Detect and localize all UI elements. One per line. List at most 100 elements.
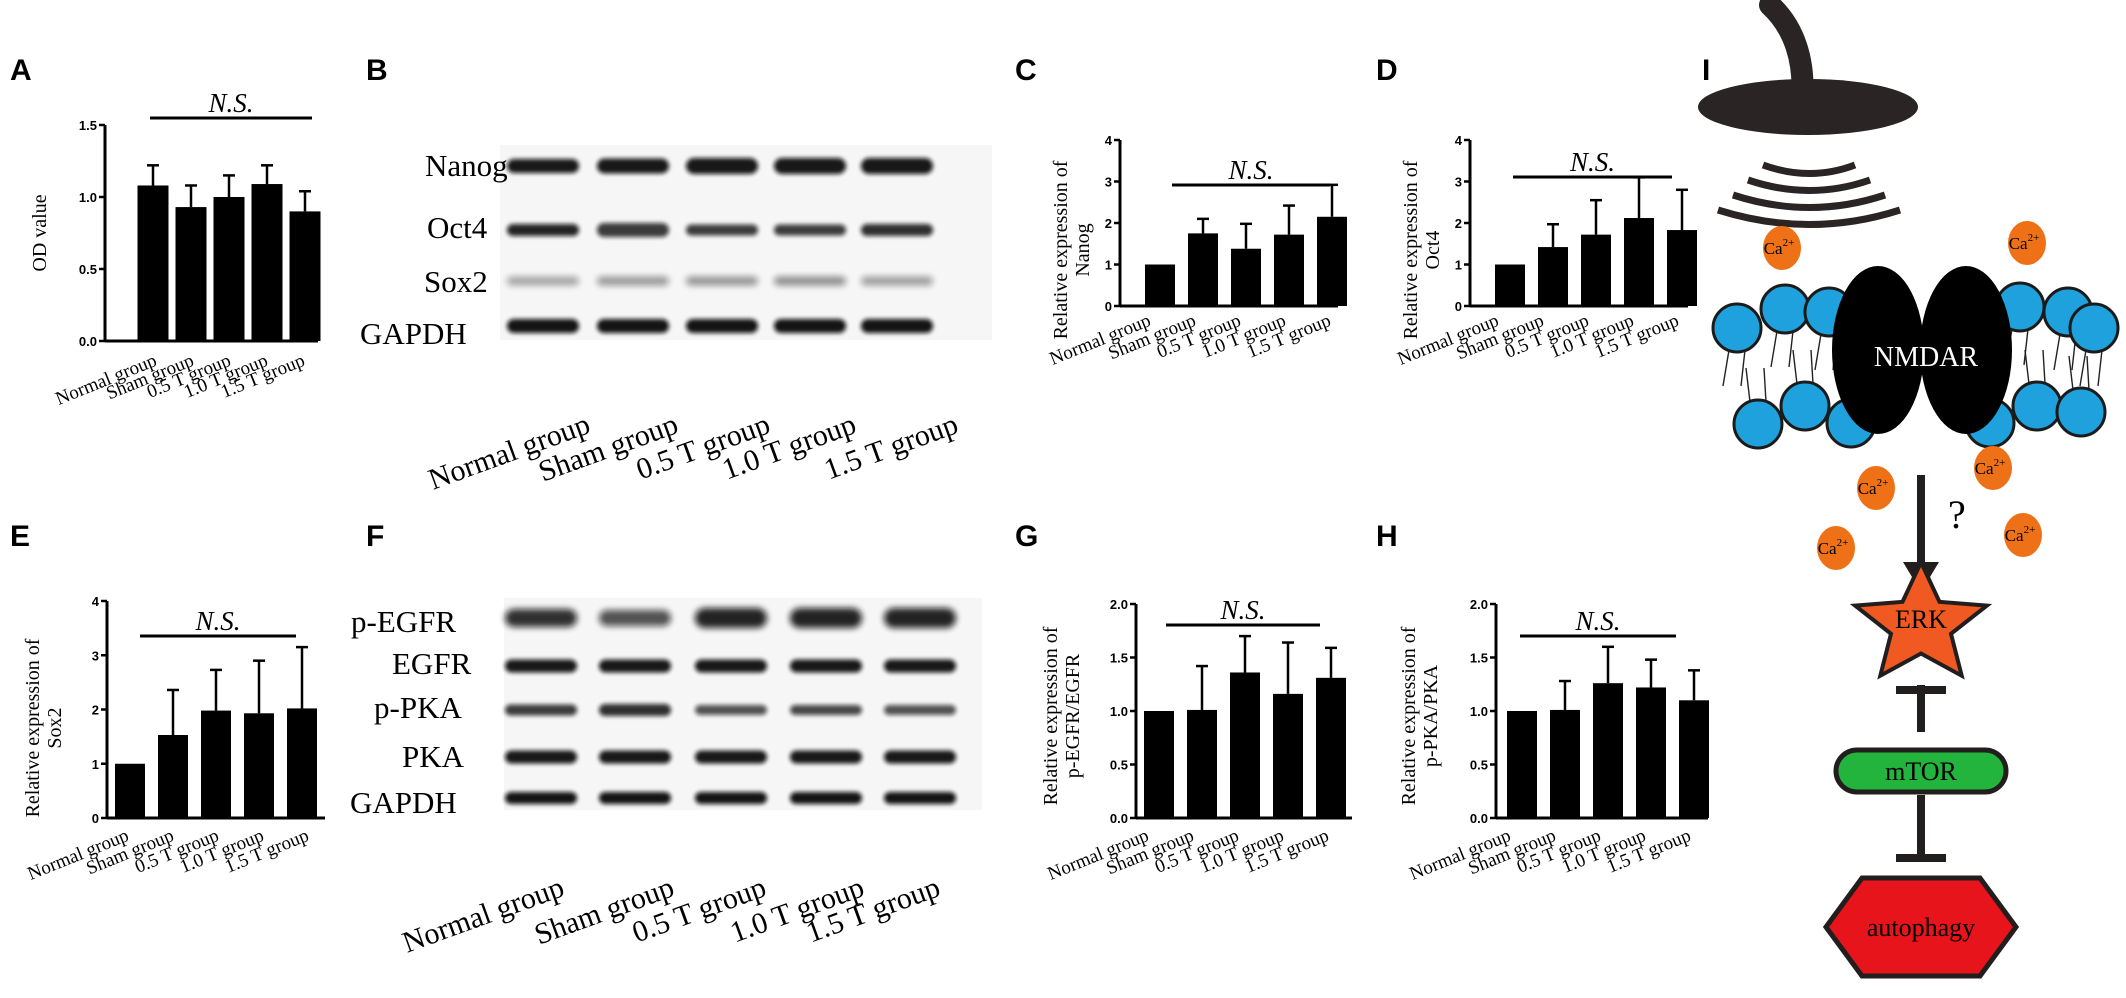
bar-e-1 xyxy=(115,763,145,818)
erk-star xyxy=(1849,557,1993,680)
y-axis-label-line: Relative expression of xyxy=(1400,160,1422,339)
y-tick-label: 4 xyxy=(1105,133,1113,148)
y-tick-label: 2.0 xyxy=(1470,597,1488,612)
lipid-head xyxy=(1759,283,1811,335)
bar-h-2 xyxy=(1550,709,1580,818)
blot-f-protein-pka: PKA xyxy=(402,739,465,774)
y-tick-label: 0.0 xyxy=(79,334,97,349)
blot-band xyxy=(505,792,577,804)
y-tick-label: 2 xyxy=(1105,216,1112,231)
bar-g-3 xyxy=(1230,672,1260,818)
y-tick-label: 1.5 xyxy=(1470,651,1488,666)
y-axis-label-line: Sox2 xyxy=(44,707,66,748)
blot-band xyxy=(599,704,671,716)
lipid-head xyxy=(1711,302,1763,354)
y-tick-label: 0.0 xyxy=(1470,811,1488,826)
blot-band xyxy=(861,319,933,333)
blot-b-protein-oct4: Oct4 xyxy=(427,210,488,245)
lipid-tail xyxy=(1810,349,1814,385)
autophagy-hexagon xyxy=(1822,875,2020,979)
panel-label-e: E xyxy=(10,520,30,553)
blot-band xyxy=(774,224,846,236)
bar-c-5 xyxy=(1317,216,1347,306)
bar-g-1 xyxy=(1144,711,1174,818)
y-axis-label: Relative expression ofSox2 xyxy=(22,638,66,817)
bar-a-3 xyxy=(213,197,245,341)
bar-d-5 xyxy=(1667,230,1697,306)
y-tick-label: 2 xyxy=(92,703,99,718)
bar-c-2 xyxy=(1188,233,1218,306)
blot-band xyxy=(599,610,671,626)
calcium-ion-charge: 2+ xyxy=(1994,457,2006,469)
bar-c-1 xyxy=(1145,264,1175,306)
significance-label: N.S. xyxy=(207,88,253,118)
blot-band xyxy=(790,792,862,804)
bar-c-3 xyxy=(1231,248,1261,306)
blot-f-protein-egfr: EGFR xyxy=(392,646,472,681)
y-tick-label: 3 xyxy=(1105,175,1112,190)
y-tick-label: 0.0 xyxy=(1110,811,1128,826)
calcium-ion-charge: 2+ xyxy=(2028,232,2040,244)
blot-band xyxy=(774,276,846,286)
lipid-tail xyxy=(1814,333,1822,371)
panel-label-i: I xyxy=(1702,54,1710,87)
blot-f-protein-p-egfr: p-EGFR xyxy=(351,604,456,639)
lipid-tail xyxy=(1740,349,1746,387)
y-tick-label: 1 xyxy=(1455,258,1462,273)
blot-band xyxy=(790,608,862,628)
blot-band xyxy=(884,659,956,673)
blot-band xyxy=(507,276,579,286)
y-axis-label-line: Relative expression of xyxy=(1050,160,1072,339)
lipid-head xyxy=(2055,386,2107,438)
panel-label-g: G xyxy=(1015,520,1038,553)
lipid-tail xyxy=(2023,328,2029,366)
lipid-tail xyxy=(2097,349,2103,387)
bar-h-3 xyxy=(1593,683,1623,818)
blot-band xyxy=(774,319,846,333)
blot-band xyxy=(505,609,577,627)
field-arc-1 xyxy=(1761,161,1857,177)
bar-d-3 xyxy=(1581,234,1611,306)
bar-a-5 xyxy=(289,211,321,341)
y-tick-label: 3 xyxy=(1455,175,1462,190)
erk-label: ERK xyxy=(1895,605,1947,634)
field-arc-3 xyxy=(1731,191,1887,211)
significance-label: N.S. xyxy=(1219,595,1265,625)
blot-band xyxy=(507,159,579,173)
nmdar-subunit-right xyxy=(1920,266,2012,434)
blot-band xyxy=(695,705,767,715)
y-tick-label: 0.5 xyxy=(1110,758,1128,773)
y-tick-label: 0 xyxy=(92,811,99,826)
blot-band xyxy=(599,792,671,804)
bar-e-5 xyxy=(287,708,317,818)
y-tick-label: 2 xyxy=(1455,216,1462,231)
blot-band xyxy=(774,158,846,174)
blot-band xyxy=(884,792,956,804)
y-tick-label: 3 xyxy=(92,648,99,663)
panel-label-a: A xyxy=(10,54,32,87)
calcium-ion xyxy=(1817,526,1855,570)
blot-band xyxy=(597,223,669,237)
y-axis-label-line: Relative expression of xyxy=(1040,626,1062,805)
blot-b-protein-sox2: Sox2 xyxy=(424,264,488,299)
y-tick-label: 1.5 xyxy=(1110,651,1128,666)
blot-band xyxy=(599,750,671,764)
lipid-tail xyxy=(2068,355,2074,391)
blot-band xyxy=(686,224,758,236)
lipid-tail xyxy=(1792,349,1798,385)
blot-band xyxy=(505,704,577,716)
lipid-tail xyxy=(2042,349,2046,385)
panel-label-d: D xyxy=(1376,54,1398,87)
y-tick-label: 0.5 xyxy=(79,262,97,277)
lipid-tail xyxy=(1770,330,1778,368)
blot-band xyxy=(695,750,767,764)
y-axis-label-line: Oct4 xyxy=(1422,231,1444,270)
blot-band xyxy=(597,158,669,174)
schematic-i: NMDAR Ca2+ Ca2+Ca2+Ca2+Ca2+ Ca2+ ? ERK mTO… xyxy=(1698,0,2120,979)
calcium-ion-charge: 2+ xyxy=(2024,524,2036,536)
panel-label-b: B xyxy=(366,54,388,87)
blot-band xyxy=(505,659,577,673)
